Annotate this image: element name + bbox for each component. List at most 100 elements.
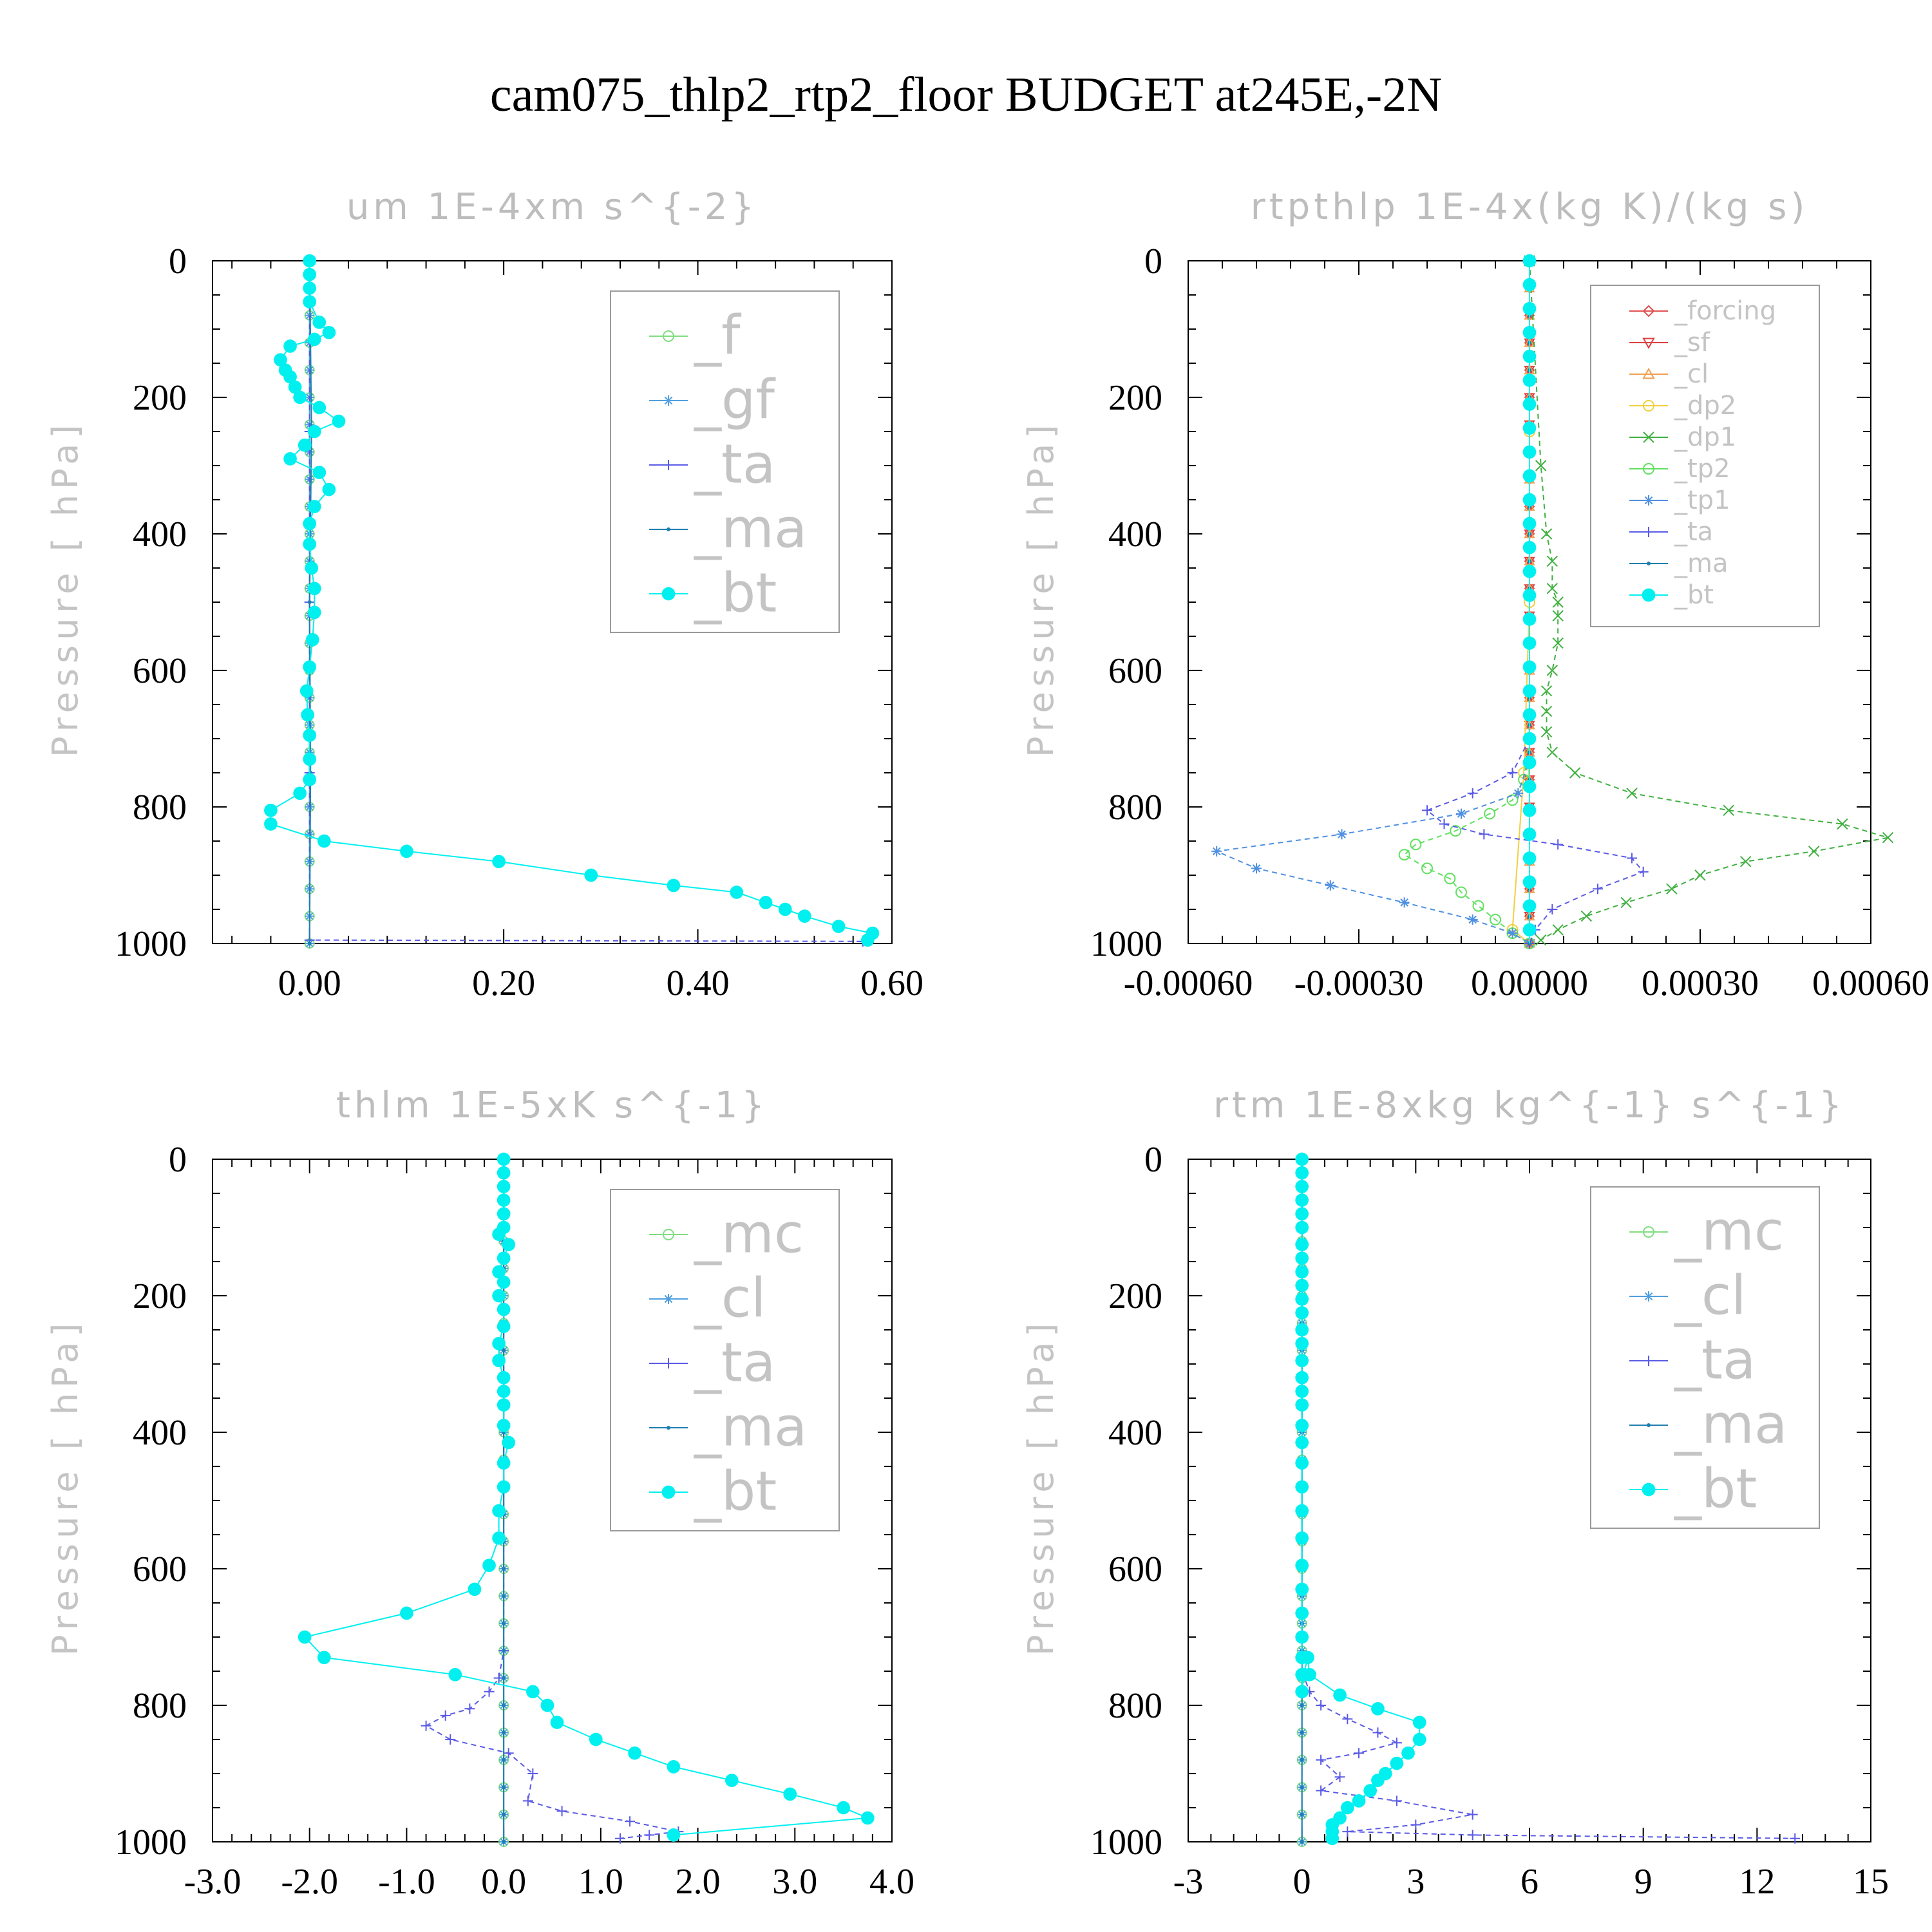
data-point [1300,1730,1304,1735]
legend-label: _forcing [1674,296,1776,326]
data-point [1547,904,1558,914]
data-point [1251,863,1262,874]
legend-label: _cl [1674,1264,1747,1327]
data-point [1295,1152,1309,1166]
x-tick-label: -1.0 [378,1862,435,1902]
data-point [464,1703,475,1714]
y-tick-label: 0 [169,242,187,281]
data-point [484,1686,495,1697]
data-point [264,803,278,817]
data-point [783,1787,797,1801]
data-point [1391,1795,1402,1806]
data-point [1479,829,1490,840]
data-point [502,1785,506,1790]
legend-label: _dp2 [1674,391,1736,421]
legend-marker [661,1485,676,1499]
data-point [1412,1716,1426,1729]
data-point [1467,1830,1478,1841]
data-point [1546,665,1558,676]
data-point [1837,818,1848,830]
data-point [1342,1826,1353,1837]
data-point [625,1816,636,1827]
legend-item: _bt [1629,580,1714,610]
x-tick-label: 9 [1634,1862,1653,1902]
data-point [1522,732,1537,746]
data-point [1540,705,1553,717]
legend-marker [667,1426,670,1430]
data-point [307,942,312,945]
legend-label: _bt [694,1460,777,1523]
x-tick-label: 0 [1293,1862,1311,1902]
chart-panel-2: rtpthlp 1E-4x(kg K)/(kg s) Pressure [ hPa… [1021,186,1929,1003]
data-point [1316,1785,1327,1796]
data-point [497,1302,511,1316]
data-point [303,267,317,281]
y-tick-label: 200 [133,1276,187,1316]
data-point [303,281,317,295]
data-point [1295,1606,1309,1620]
legend-item: _ma [649,1396,807,1459]
legend-item: _ma [1629,549,1728,578]
data-point [1638,866,1649,877]
data-point [1522,445,1537,459]
data-point [264,817,278,831]
legend-item: _ma [1629,1393,1787,1456]
legend-label: _bt [1674,1457,1757,1520]
data-point [497,1370,511,1385]
data-point [1295,1354,1309,1368]
series-line [1301,1159,1421,1839]
y-axis-label: Pressure [ hPa] [45,420,86,758]
data-point [1295,1370,1309,1385]
data-point [502,1812,506,1817]
data-point [1295,1385,1309,1398]
series-line [1511,261,1530,944]
data-point [1522,612,1537,626]
data-point [628,1746,641,1760]
data-point [1507,928,1518,939]
data-point [283,370,297,384]
series-line [424,1159,679,1839]
data-point [497,1419,511,1432]
data-point [1522,325,1537,339]
data-point [322,482,336,497]
data-point [502,1594,506,1598]
x-tick-label: 4.0 [869,1862,914,1902]
data-point [1522,684,1537,698]
data-point [1522,516,1537,531]
data-point [1522,589,1537,602]
data-point [1522,875,1537,889]
legend-label: _ma [1674,549,1728,578]
legend-marker [663,395,674,406]
data-point [502,1757,506,1762]
data-point [1391,1738,1402,1748]
data-point [400,1606,413,1620]
data-point [831,920,846,933]
data-point [1295,1220,1309,1235]
x-tick-label: -3 [1173,1862,1204,1902]
data-point [1422,805,1432,816]
x-tick-label: 3 [1406,1862,1425,1902]
y-tick-label: 400 [133,515,187,554]
data-point [1593,884,1603,895]
data-point [440,1710,451,1721]
data-point [1522,660,1537,674]
data-point [497,1251,511,1265]
data-point [1522,828,1537,841]
data-point [1354,1748,1364,1759]
data-point [527,1768,538,1779]
data-point [1522,350,1537,363]
data-point [1522,636,1537,650]
data-point [1552,596,1564,608]
data-point [1694,869,1706,881]
legend-marker [1643,1356,1654,1366]
x-tick-label: -0.00060 [1124,963,1253,1003]
data-point [1882,831,1894,844]
data-point [303,295,317,308]
data-point [492,1531,506,1545]
data-point [1211,846,1222,857]
series-line [1426,261,1645,944]
data-point [492,1227,506,1241]
legend-item: _cl [1629,359,1709,389]
data-point [288,380,302,394]
data-point [1467,788,1478,799]
